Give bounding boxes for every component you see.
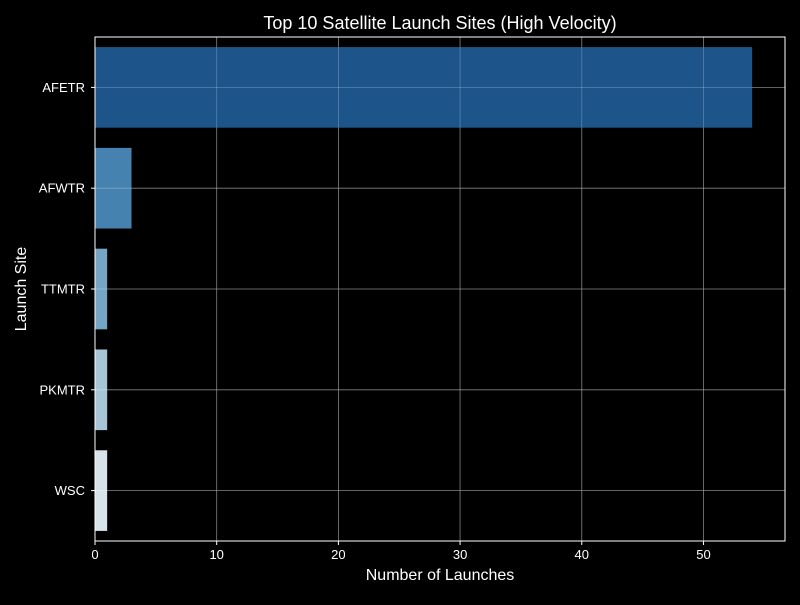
y-axis-label: Launch Site bbox=[13, 247, 30, 332]
chart-title: Top 10 Satellite Launch Sites (High Velo… bbox=[263, 13, 616, 33]
x-axis-label: Number of Launches bbox=[366, 567, 515, 584]
y-tick-label-wsc: WSC bbox=[55, 483, 85, 498]
bar-pkmtr bbox=[95, 349, 108, 431]
x-tick-label: 40 bbox=[575, 547, 589, 562]
bar-ttmtr bbox=[95, 248, 108, 330]
axis-ticks: 0 10 20 30 40 50 AFETR AFWTR TTMTR PKMTR WSC bbox=[39, 80, 711, 562]
grid-overlay bbox=[94, 37, 785, 541]
bar-afetr bbox=[95, 47, 753, 128]
y-tick-label-afetr: AFETR bbox=[42, 80, 85, 95]
bar-wsc bbox=[95, 450, 108, 531]
x-tick-label: 0 bbox=[91, 547, 98, 562]
x-tick-label: 30 bbox=[453, 547, 467, 562]
bar-afwtr bbox=[95, 147, 132, 229]
y-tick-label-afwtr: AFWTR bbox=[39, 181, 85, 196]
y-tick-label-pkmtr: PKMTR bbox=[40, 382, 86, 397]
y-tick-label-ttmtr: TTMTR bbox=[41, 282, 85, 297]
x-tick-label: 50 bbox=[696, 547, 710, 562]
bars bbox=[95, 47, 753, 531]
x-tick-label: 20 bbox=[331, 547, 345, 562]
x-tick-label: 10 bbox=[209, 547, 223, 562]
